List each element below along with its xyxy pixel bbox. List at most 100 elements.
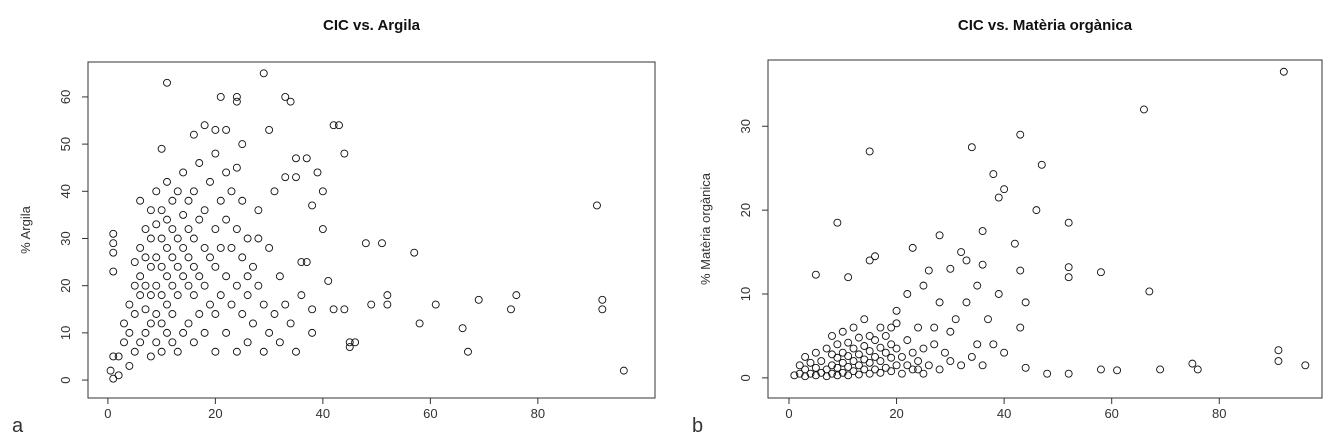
point [881, 348, 890, 357]
point [136, 338, 145, 347]
point [378, 239, 386, 248]
point [844, 352, 853, 361]
point [141, 225, 150, 234]
point [876, 323, 885, 332]
point [1156, 365, 1165, 374]
point [908, 365, 917, 374]
point [179, 168, 188, 177]
point [238, 253, 247, 262]
point [249, 262, 257, 271]
point [415, 319, 424, 328]
point [1021, 363, 1030, 372]
point [828, 369, 836, 378]
point [189, 338, 198, 347]
y-tick-label: 20 [58, 278, 73, 292]
point [897, 352, 906, 361]
point [335, 121, 343, 130]
point [195, 272, 204, 281]
point [152, 187, 161, 196]
point [951, 315, 960, 324]
point [876, 368, 885, 377]
point [275, 272, 284, 281]
point [168, 338, 177, 347]
point [130, 310, 139, 318]
point [833, 340, 842, 349]
point [281, 173, 290, 182]
point [833, 353, 842, 362]
point [184, 281, 193, 290]
point [1096, 268, 1105, 277]
y-tick-label: 30 [738, 119, 753, 133]
point [200, 328, 209, 337]
point [206, 300, 214, 309]
point [152, 310, 161, 318]
point [838, 358, 847, 367]
point [838, 327, 847, 336]
point [351, 338, 360, 347]
point [994, 193, 1003, 202]
point [120, 319, 128, 328]
point [211, 126, 220, 134]
point [795, 369, 804, 378]
point [125, 300, 134, 309]
point [619, 366, 628, 375]
point [962, 298, 971, 307]
point [157, 144, 166, 153]
point [930, 323, 939, 332]
point [109, 248, 118, 257]
point [238, 310, 247, 318]
point [383, 291, 392, 300]
y-tick-label: 10 [738, 287, 753, 301]
y-tick-label: 40 [58, 184, 73, 198]
point [195, 159, 204, 167]
point [216, 291, 225, 300]
point [865, 256, 874, 265]
point [173, 234, 182, 243]
point [844, 273, 853, 282]
point [833, 363, 842, 372]
point [232, 347, 241, 356]
point [259, 69, 268, 78]
point [152, 253, 161, 262]
point [1064, 273, 1073, 282]
point [946, 264, 955, 273]
point [109, 239, 118, 248]
point [211, 310, 220, 318]
point [871, 252, 879, 261]
point [109, 352, 118, 361]
point [211, 262, 220, 271]
point [887, 340, 896, 349]
point [281, 92, 290, 101]
point [828, 331, 836, 340]
point [329, 121, 338, 130]
point [232, 225, 241, 234]
point [130, 347, 139, 356]
point [130, 258, 139, 267]
point [308, 305, 317, 314]
point [189, 187, 198, 196]
point [892, 306, 901, 315]
point [914, 365, 923, 374]
point [206, 177, 214, 186]
point [1032, 206, 1041, 215]
point [157, 347, 166, 356]
point [109, 374, 118, 383]
x-tick-label: 80 [531, 406, 545, 421]
point [163, 78, 171, 87]
point [887, 323, 896, 332]
y-tick-label: 20 [738, 203, 753, 217]
point [887, 353, 896, 362]
point [598, 305, 607, 314]
x-tick-label: 80 [1212, 406, 1226, 421]
point [978, 227, 987, 236]
point [361, 239, 370, 248]
point [157, 319, 166, 328]
point [978, 361, 987, 370]
point [458, 324, 467, 333]
point [367, 300, 376, 309]
point [141, 328, 150, 337]
point [163, 300, 171, 309]
point [238, 140, 247, 149]
point [270, 187, 279, 196]
